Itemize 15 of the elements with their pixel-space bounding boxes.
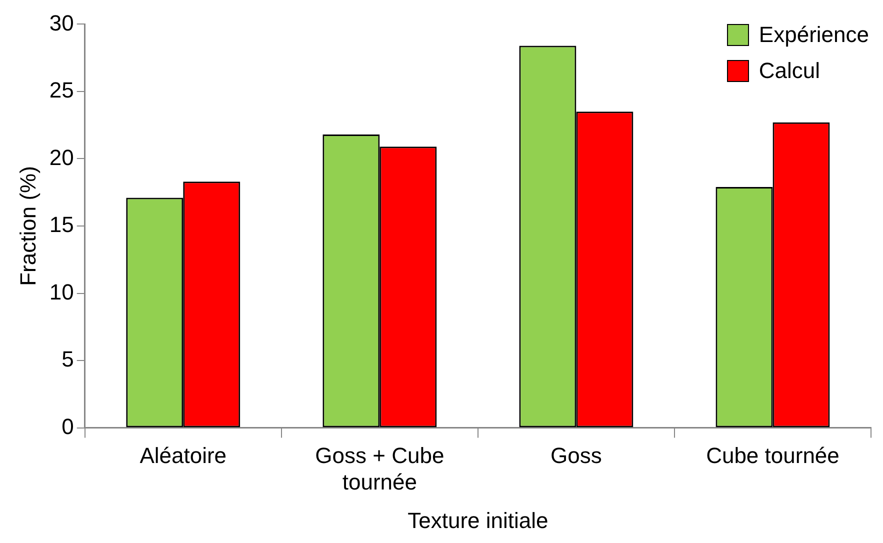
y-tick-label: 30 — [49, 10, 74, 36]
x-tick-label: Cube tournée — [706, 443, 840, 468]
y-axis-title: Fraction (%) — [15, 166, 40, 286]
y-tick-label: 15 — [49, 212, 74, 238]
x-tick-label: Goss + Cube tournée — [315, 443, 444, 494]
x-axis-title: Texture initiale — [408, 508, 548, 533]
y-tick-label: 0 — [62, 414, 74, 439]
y-tick-label: 20 — [49, 144, 74, 170]
legend-label: Expérience — [758, 22, 869, 48]
y-tick-label: 25 — [49, 78, 74, 103]
y-tick-label: 10 — [49, 279, 74, 304]
x-tick-label: Aléatoire — [140, 443, 227, 468]
x-tick-label: Goss — [550, 443, 602, 468]
legend-label: Calcul — [758, 58, 820, 84]
y-tick-label: 5 — [62, 346, 74, 372]
